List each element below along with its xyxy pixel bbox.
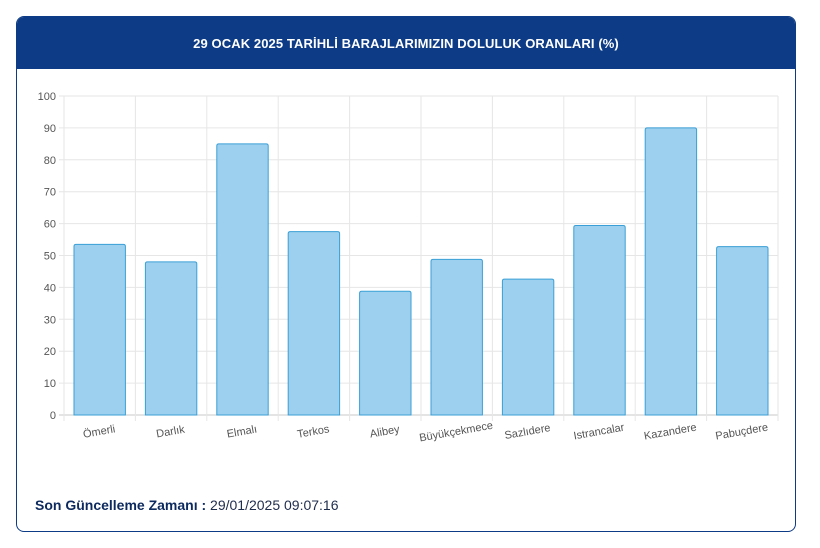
bar-8 (573, 225, 626, 416)
x-tick-label: Elmalı (226, 423, 258, 440)
x-tick-label: Darlık (155, 424, 186, 441)
y-tick-label: 100 (38, 91, 56, 103)
last-updated-value: 29/01/2025 09:07:16 (210, 497, 339, 513)
y-tick-label: 0 (50, 410, 56, 422)
bar-10 (716, 246, 769, 416)
y-tick-label: 80 (44, 155, 56, 167)
x-tick-label: Istrancalar (573, 422, 626, 443)
bar-5 (359, 290, 412, 416)
x-tick-label: Terkos (296, 423, 330, 441)
y-tick-label: 30 (44, 314, 56, 326)
bar-chart: 0 10 20 30 40 50 60 70 80 90 100 Ömerli Darlık Elmalı… (38, 91, 779, 445)
y-tick-label: 10 (44, 378, 56, 390)
bar-9 (644, 127, 698, 416)
bar-7 (501, 278, 555, 416)
x-tick-label: Sazlıdere (504, 422, 552, 442)
bar-4 (287, 231, 341, 416)
chart-title: 29 OCAK 2025 TARİHLİ BARAJLARIMIZIN DOLU… (17, 17, 795, 69)
x-tick-label: Alibey (369, 423, 401, 440)
bar-2 (144, 261, 198, 416)
y-tick-label: 40 (44, 282, 56, 294)
y-tick-label: 60 (44, 219, 56, 231)
y-tick-label: 20 (44, 346, 56, 358)
dam-levels-card: 29 OCAK 2025 TARİHLİ BARAJLARIMIZIN DOLU… (16, 16, 796, 532)
bar-6 (430, 258, 483, 416)
bar-3 (216, 143, 269, 416)
last-updated-label: Son Güncelleme Zamanı : (35, 497, 207, 513)
y-tick-label: 90 (44, 123, 56, 135)
bar-1 (73, 243, 126, 416)
x-tick-label: Ömerli (82, 423, 116, 440)
x-tick-label: Pabuçdere (715, 422, 769, 443)
y-tick-label: 70 (44, 187, 56, 199)
last-updated: Son Güncelleme Zamanı : 29/01/2025 09:07… (35, 497, 339, 513)
y-tick-label: 50 (44, 251, 56, 263)
x-tick-label: Kazandere (643, 422, 697, 443)
x-tick-label: Büyükçekmece (418, 420, 494, 445)
